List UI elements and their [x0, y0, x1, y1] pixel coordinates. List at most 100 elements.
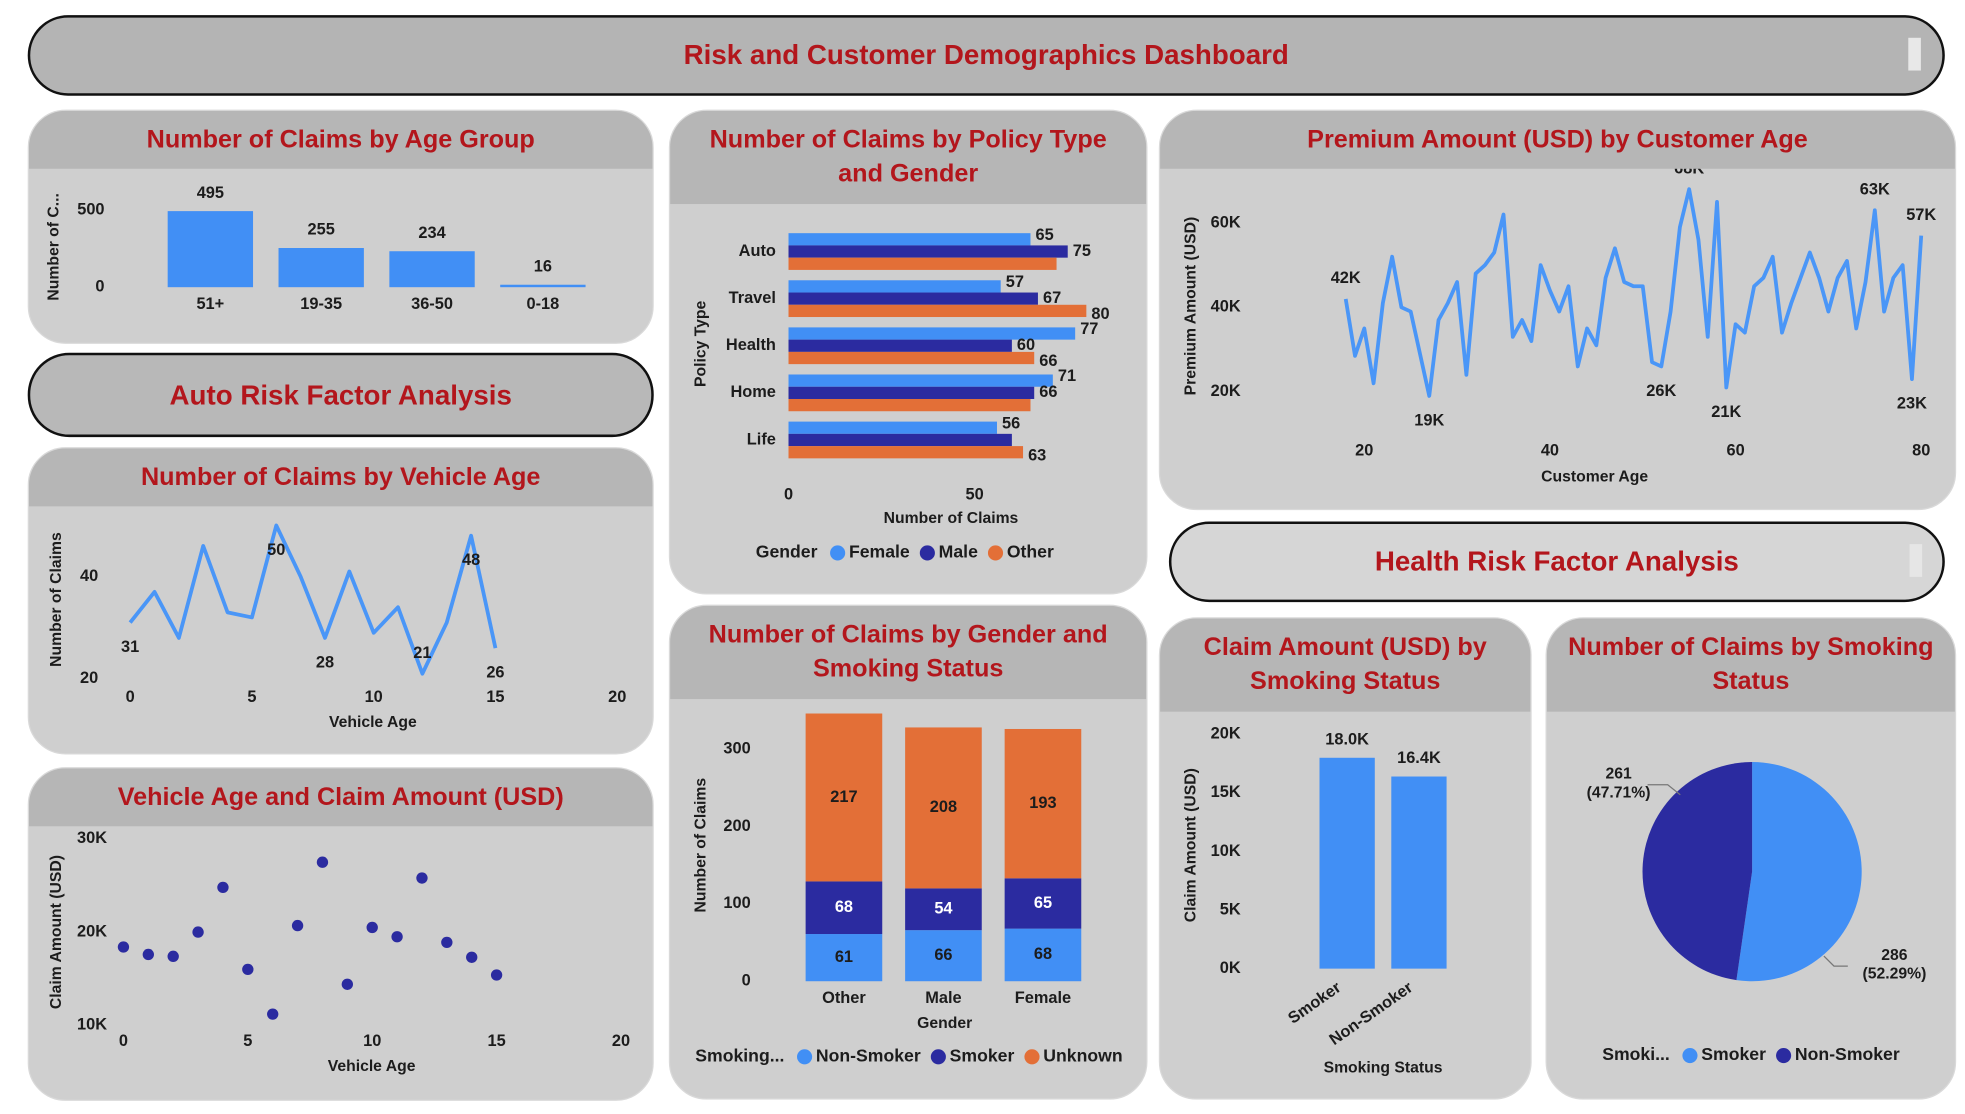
x-tick-label: 0: [784, 485, 793, 503]
y-tick-label: 15K: [1211, 783, 1241, 801]
chart-plot: 0 100 200 300 Gender Number of Claims Other 61 6…: [693, 713, 1123, 1065]
y-tick-label: Life: [747, 430, 776, 448]
x-tick-label: Smoker: [1285, 978, 1345, 1028]
point: [242, 963, 254, 976]
bar: [788, 374, 1053, 387]
chart-panel: Number of Claims by Gender and Smoking S…: [668, 604, 1148, 1100]
x-tick-label: 36-50: [411, 295, 453, 313]
point: [441, 936, 453, 949]
y-axis-title: Premium Amount (USD): [1183, 217, 1200, 396]
data-label: 65: [1034, 894, 1052, 912]
x-tick-label: 40: [1541, 441, 1559, 459]
data-label: 193: [1029, 794, 1056, 812]
data-label: 21K: [1711, 403, 1741, 421]
y-tick-label: 10K: [77, 1016, 107, 1034]
bar: [1391, 776, 1447, 969]
data-label: 31: [121, 638, 139, 656]
data-label: 68: [1034, 945, 1052, 963]
bar: [788, 292, 1038, 305]
y-tick-label: 0: [742, 972, 751, 990]
legend-title: Gender: [756, 542, 818, 562]
line: [128, 523, 498, 676]
data-label: 48: [462, 551, 480, 569]
y-tick-label: 20: [80, 669, 98, 687]
bar: [788, 304, 1087, 318]
bar: [788, 233, 1031, 246]
point: [217, 881, 229, 894]
data-label: 66: [1039, 383, 1057, 401]
data-label: 255: [308, 221, 335, 239]
y-tick-label: Health: [726, 336, 776, 354]
y-tick-label: 0K: [1220, 959, 1241, 977]
point: [391, 931, 403, 943]
bar: [167, 211, 254, 288]
point: [366, 921, 378, 934]
bar: [788, 421, 997, 434]
leader-line: [1823, 955, 1848, 967]
bar: [788, 339, 1012, 352]
data-label: 26K: [1646, 382, 1676, 400]
chart-panel: Number of Claims by Age Group 0 500 Number …: [27, 109, 654, 344]
y-tick-label: 60K: [1211, 213, 1241, 231]
chart-plot: 10K 20K 30K 0 5 10 15 20 Vehicle Age Claim Amount…: [48, 829, 630, 1075]
x-axis-title: Vehicle Age: [329, 714, 417, 731]
bar: [788, 327, 1076, 340]
x-tick-label: 51+: [196, 295, 224, 313]
section-title: Auto Risk Factor Analysis: [27, 352, 654, 438]
y-tick-label: Home: [730, 383, 775, 401]
bar: [788, 433, 1012, 447]
bar-segment: [905, 727, 982, 889]
bar: [788, 386, 1035, 399]
data-label: 71: [1058, 367, 1076, 385]
scroll-handle: [1908, 37, 1921, 71]
x-axis-title: Customer Age: [1541, 469, 1648, 486]
x-tick-label: 20: [1355, 441, 1373, 459]
point: [192, 926, 204, 938]
legend-swatch: [987, 545, 1004, 561]
y-tick-label: 500: [77, 201, 104, 219]
bar-segment: [1004, 878, 1082, 929]
x-tick-label: 80: [1912, 441, 1930, 459]
y-tick-label: Travel: [729, 289, 776, 307]
bar: [278, 248, 364, 288]
line: [1343, 187, 1924, 398]
legend-label: Female: [849, 542, 910, 562]
data-label: 77: [1080, 320, 1098, 338]
y-tick-label: 10K: [1211, 842, 1241, 860]
data-label: 234: [418, 224, 446, 242]
data-label: 54: [934, 900, 953, 918]
x-tick-label: 20: [608, 688, 626, 706]
chart-panel: Claim Amount (USD) by Smoking Status 0K 5K…: [1158, 617, 1532, 1100]
data-label: 42K: [1331, 269, 1361, 287]
x-tick-label: Male: [925, 989, 961, 1007]
y-tick-label: Auto: [739, 242, 776, 260]
x-tick-label: 15: [486, 688, 504, 706]
data-label: 63: [1028, 446, 1046, 464]
dashboard-title: Risk and Customer Demographics Dashboard: [27, 15, 1945, 96]
point: [490, 969, 503, 981]
legend-swatch: [919, 545, 935, 561]
data-label: 261 (47.71%): [1586, 764, 1651, 802]
scroll-handle: [1909, 544, 1923, 577]
x-axis-title: Vehicle Age: [328, 1058, 416, 1075]
y-axis-title: Claim Amount (USD): [1183, 768, 1200, 922]
legend-title: Smoki...: [1602, 1044, 1670, 1064]
data-label: 56: [1002, 414, 1020, 432]
x-axis-title: Gender: [917, 1015, 972, 1032]
data-label: 57: [1006, 273, 1024, 291]
point: [117, 941, 130, 953]
legend-swatch: [930, 1049, 946, 1065]
legend-swatch: [1682, 1047, 1698, 1064]
x-tick-label: Other: [822, 989, 866, 1007]
data-label: 18.0K: [1325, 730, 1369, 748]
pie-slice: [1642, 762, 1753, 981]
data-label: 63K: [1860, 180, 1890, 198]
x-axis-title: Number of Claims: [884, 510, 1019, 527]
x-tick-label: 10: [365, 688, 383, 706]
x-tick-label: Female: [1015, 989, 1071, 1007]
data-label: 67: [1043, 289, 1061, 307]
point: [267, 1008, 279, 1020]
legend-swatch: [797, 1049, 813, 1065]
data-label: 80: [1091, 305, 1109, 323]
